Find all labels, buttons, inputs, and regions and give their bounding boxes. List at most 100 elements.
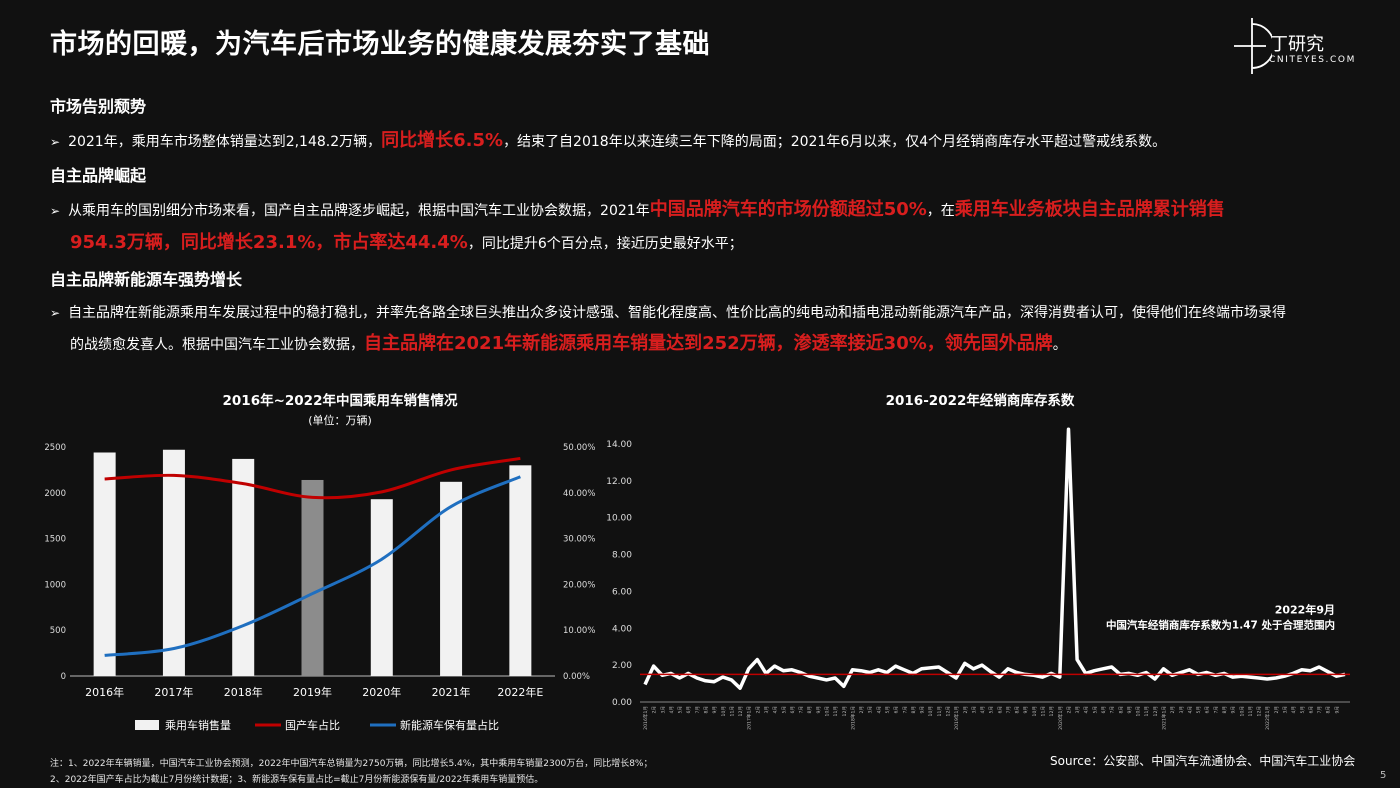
x-tick-label: 2018年1月 (849, 706, 856, 730)
sales-chart-title: 2016年~2022年中国乘用车销售情况 (222, 393, 458, 409)
x-tick-label: 3月 (868, 706, 874, 714)
x-tick-label: 10月 (1136, 706, 1142, 716)
x-tick-label: 6月 (1308, 706, 1314, 714)
x-tick-label: 4月 (669, 706, 675, 714)
x-tick-label: 7月 (1110, 706, 1116, 714)
x-tick-label: 2月 (1066, 706, 1072, 714)
x-tick-label: 11月 (937, 706, 943, 716)
body-text: ，同比提升6个百分点，接近历史最好水平； (467, 236, 743, 252)
bar (232, 458, 255, 676)
x-tick-label: 5月 (1092, 706, 1098, 714)
x-tick-label: 7月 (799, 706, 805, 714)
x-tick-label: 8月 (911, 706, 917, 714)
x-tick-label: 10月 (721, 706, 727, 716)
x-tick-label: 5月 (989, 706, 995, 714)
x-tick-label: 12月 (842, 706, 848, 716)
x-tick-label: 5月 (781, 706, 787, 714)
footnote-2: 2、2022年国产车占比为截止7月份统计数据；3、新能源车保有量占比=截止7月份… (50, 775, 544, 785)
x-tick-label: 8月 (1326, 706, 1332, 714)
y-tick-label: 0.00 (612, 698, 632, 708)
x-tick-label: 9月 (1231, 706, 1237, 714)
x-tick-label: 2022年E (497, 685, 543, 699)
x-tick-label: 2020年1月 (1057, 706, 1064, 730)
x-tick-label: 2020年 (362, 685, 401, 699)
annotation-text: 中国汽车经销商库存系数为1.47 处于合理范围内 (1106, 618, 1335, 631)
bar (509, 465, 532, 676)
y2-tick-label: 10.00% (563, 626, 595, 636)
y-tick-label: 6.00 (612, 587, 632, 597)
y-tick-label: 12.00 (606, 477, 632, 487)
sales-chart-subtitle: (单位：万辆) (308, 414, 372, 427)
x-tick-label: 5月 (1300, 706, 1306, 714)
x-tick-label: 12月 (945, 706, 951, 716)
y-tick-label: 10.00 (606, 514, 632, 524)
bar (440, 481, 463, 676)
x-tick-label: 12月 (1257, 706, 1263, 716)
bullet-arrow-icon: ➢ (50, 306, 61, 320)
inventory-line (643, 427, 1346, 690)
x-tick-label: 12月 (1049, 706, 1055, 716)
body-text: 。 (1052, 337, 1067, 353)
crosshair-logo-icon (1234, 18, 1272, 74)
body-text: 的战绩愈发喜人。根据中国汽车工业协会数据， (70, 337, 364, 353)
x-tick-label: 4月 (876, 706, 882, 714)
x-tick-label: 2018年 (224, 685, 263, 699)
x-tick-label: 4月 (1187, 706, 1193, 714)
y-tick-label: 4.00 (612, 624, 632, 634)
x-tick-label: 8月 (1015, 706, 1021, 714)
bar (301, 479, 324, 676)
x-tick-label: 11月 (729, 706, 735, 716)
body-text: 从乘用车的国别细分市场来看，国产自主品牌逐步崛起，根据中国汽车工业协会数据，20… (68, 203, 650, 219)
x-tick-label: 3月 (1075, 706, 1081, 714)
body-text: ，结束了自2018年以来连续三年下降的局面；2021年6月以来，仅4个月经销商库… (503, 134, 1167, 150)
highlight-text: 954.3万辆，同比增长23.1%，市占率达44.4% (70, 232, 468, 253)
x-tick-label: 10月 (1032, 706, 1038, 716)
y-tick-label: 8.00 (612, 551, 632, 561)
bar (370, 499, 393, 676)
body-text: 自主品牌在新能源乘用车发展过程中的稳打稳扎，并率先各路全球巨头推出众多设计感强、… (68, 305, 1287, 321)
section-heading: 自主品牌新能源车强势增长 (50, 270, 243, 289)
x-tick-label: 4月 (980, 706, 986, 714)
x-tick-label: 4月 (773, 706, 779, 714)
footnote-1: 注：1、2022年车辆销量，中国汽车工业协会预测，2022年中国汽车总销量为27… (50, 759, 653, 769)
x-tick-label: 6月 (894, 706, 900, 714)
y2-tick-label: 0.00% (563, 672, 590, 682)
x-tick-label: 7月 (695, 706, 701, 714)
x-tick-label: 11月 (833, 706, 839, 716)
x-tick-label: 3月 (971, 706, 977, 714)
section-heading: 市场告别颓势 (50, 97, 147, 116)
highlight-text: 同比增长6.5% (381, 130, 504, 151)
legend-label: 乘用车销售量 (165, 718, 231, 732)
x-tick-label: 2021年1月 (1161, 706, 1168, 730)
x-tick-label: 10月 (928, 706, 934, 716)
x-tick-label: 3月 (1179, 706, 1185, 714)
y2-tick-label: 50.00% (563, 443, 595, 453)
y-tick-label: 0 (61, 672, 66, 682)
section-paragraph-line: ➢ 自主品牌在新能源乘用车发展过程中的稳打稳扎，并率先各路全球巨头推出众多设计感强… (50, 297, 1340, 330)
x-tick-label: 3月 (660, 706, 666, 714)
x-tick-label: 10月 (1239, 706, 1245, 716)
x-tick-label: 9月 (816, 706, 822, 714)
x-tick-label: 6月 (1205, 706, 1211, 714)
y-tick-label: 2.00 (612, 661, 632, 671)
bar (162, 449, 185, 676)
x-tick-label: 2019年1月 (953, 706, 960, 730)
legend-swatch (135, 720, 159, 730)
bar (93, 452, 116, 676)
y2-tick-label: 40.00% (563, 489, 595, 499)
section-paragraph-line: 954.3万辆，同比增长23.1%，市占率达44.4%，同比提升6个百分点，接近… (50, 226, 1360, 261)
body-text: ，在 (926, 203, 955, 219)
highlight-text: 自主品牌在2021年新能源乘用车销量达到252万辆，渗透率接近30%，领先国外品… (364, 333, 1053, 354)
x-tick-label: 9月 (920, 706, 926, 714)
annotation-date: 2022年9月 (1275, 603, 1335, 617)
x-tick-label: 3月 (764, 706, 770, 714)
x-tick-label: 5月 (1196, 706, 1202, 714)
x-tick-label: 7月 (1317, 706, 1323, 714)
x-tick-label: 12月 (1153, 706, 1159, 716)
x-tick-label: 2016年1月 (642, 706, 649, 730)
x-tick-label: 2月 (1274, 706, 1280, 714)
body-text: 2021年，乘用车市场整体销量达到2,148.2万辆， (68, 134, 382, 150)
inventory-chart: 0.00 2.00 4.00 6.00 8.00 10.00 12.00 14.00 2016年… (606, 427, 1350, 730)
x-tick-label: 3月 (1283, 706, 1289, 714)
page-title: 市场的回暖，为汽车后市场业务的健康发展夯实了基础 (50, 29, 710, 60)
